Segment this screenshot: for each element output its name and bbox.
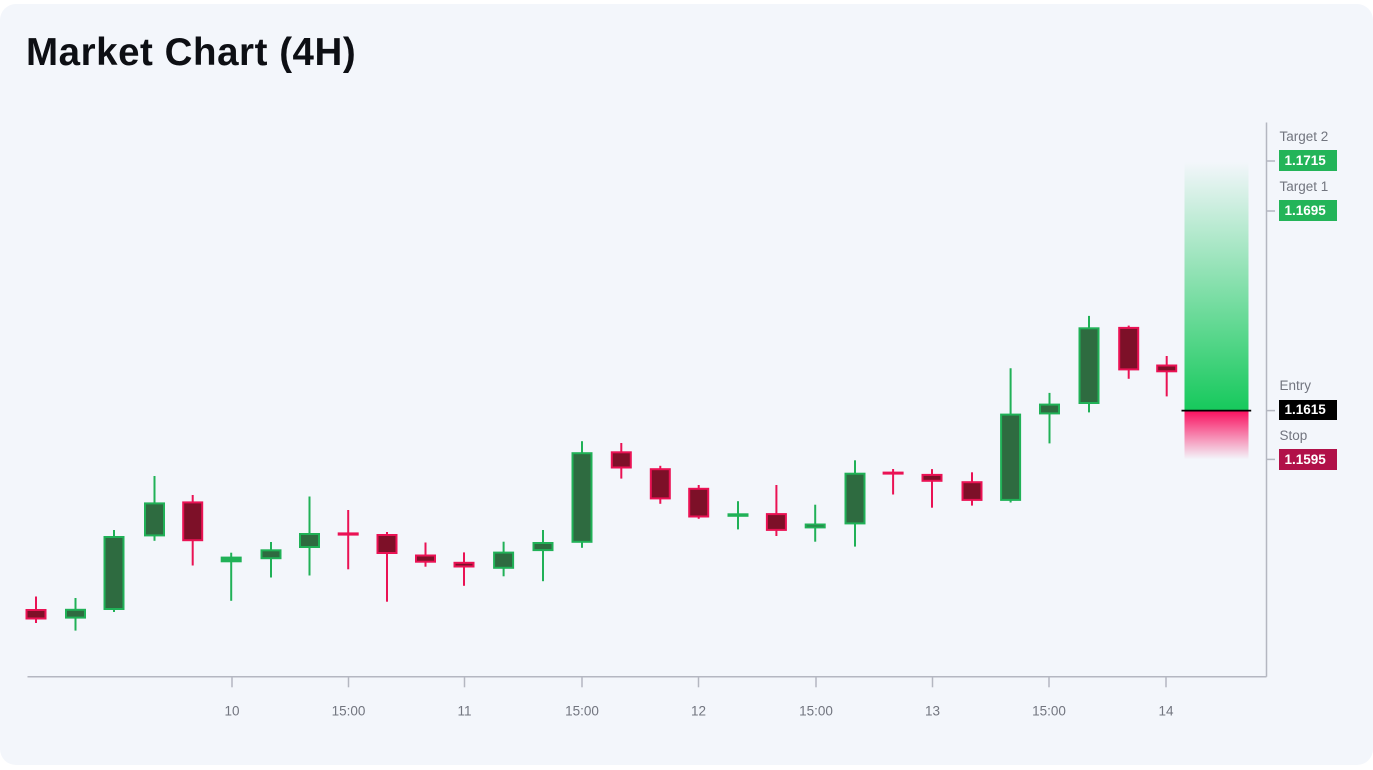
svg-text:10: 10 [224,703,239,718]
svg-text:15:00: 15:00 [332,703,366,718]
svg-text:15:00: 15:00 [1032,703,1066,718]
svg-text:13: 13 [925,703,940,718]
svg-text:11: 11 [457,703,471,718]
svg-text:12: 12 [691,703,706,718]
svg-text:15:00: 15:00 [565,703,599,718]
svg-text:15:00: 15:00 [799,703,833,718]
svg-text:14: 14 [1158,703,1174,718]
